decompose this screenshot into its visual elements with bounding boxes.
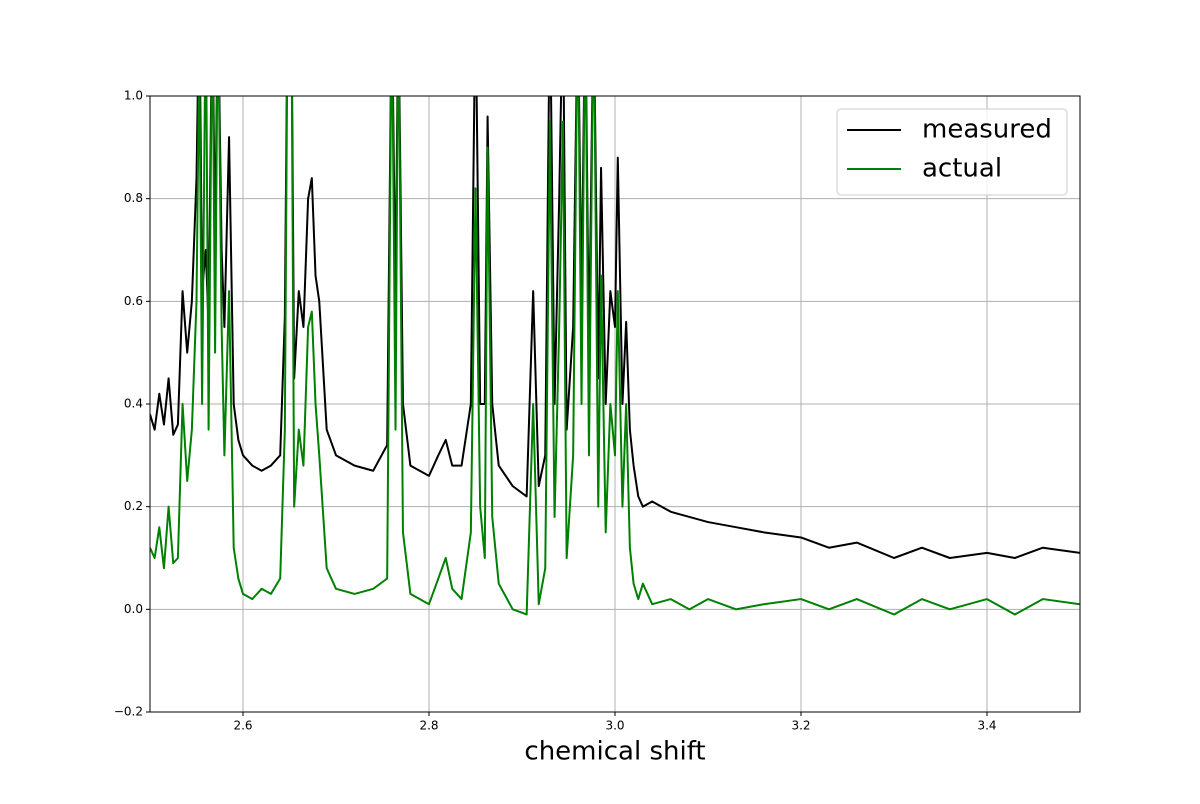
y-tick-label: 0.2 — [124, 499, 143, 513]
y-tick-label: 0.0 — [124, 602, 143, 616]
legend-label: measured — [922, 115, 1052, 145]
series-line — [150, 96, 1080, 559]
y-tick-label: 0.8 — [124, 191, 143, 205]
plot-area — [150, 96, 1080, 616]
x-axis-label: chemical shift — [524, 737, 705, 767]
y-tick-label: 0.4 — [124, 397, 143, 411]
x-tick-label: 2.8 — [419, 719, 438, 733]
legend: measured actual — [836, 108, 1068, 196]
legend-label: actual — [922, 154, 1002, 184]
series-line — [150, 96, 1080, 616]
x-tick-label: 3.2 — [791, 719, 810, 733]
y-tick-label: −0.2 — [114, 705, 143, 719]
ticks: 2.6 2.8 3.0 3.2 3.4 −0.2 0.0 0.2 0.4 0.6 0.8 1.0 — [114, 89, 997, 733]
x-tick-label: 3.4 — [977, 719, 996, 733]
x-tick-label: 2.6 — [233, 719, 252, 733]
y-tick-label: 1.0 — [124, 89, 143, 103]
y-tick-label: 0.6 — [124, 294, 143, 308]
x-tick-label: 3.0 — [605, 719, 624, 733]
